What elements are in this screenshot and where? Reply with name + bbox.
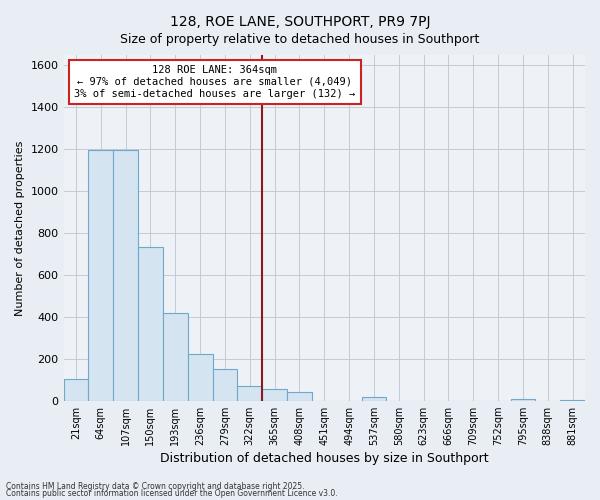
- Bar: [287, 392, 312, 400]
- Bar: [88, 150, 113, 400]
- Bar: [64, 378, 88, 400]
- Bar: [113, 150, 138, 400]
- Text: 128 ROE LANE: 364sqm
← 97% of detached houses are smaller (4,049)
3% of semi-det: 128 ROE LANE: 364sqm ← 97% of detached h…: [74, 66, 355, 98]
- Text: 128, ROE LANE, SOUTHPORT, PR9 7PJ: 128, ROE LANE, SOUTHPORT, PR9 7PJ: [170, 15, 430, 29]
- Text: Size of property relative to detached houses in Southport: Size of property relative to detached ho…: [121, 32, 479, 46]
- Bar: [238, 386, 262, 400]
- Bar: [188, 354, 212, 401]
- Bar: [138, 246, 163, 400]
- Bar: [262, 389, 287, 400]
- Bar: [362, 396, 386, 400]
- Bar: [511, 398, 535, 400]
- Text: Contains HM Land Registry data © Crown copyright and database right 2025.: Contains HM Land Registry data © Crown c…: [6, 482, 305, 491]
- Bar: [212, 370, 238, 400]
- X-axis label: Distribution of detached houses by size in Southport: Distribution of detached houses by size …: [160, 452, 488, 465]
- Text: Contains public sector information licensed under the Open Government Licence v3: Contains public sector information licen…: [6, 489, 338, 498]
- Bar: [163, 312, 188, 400]
- Y-axis label: Number of detached properties: Number of detached properties: [15, 140, 25, 316]
